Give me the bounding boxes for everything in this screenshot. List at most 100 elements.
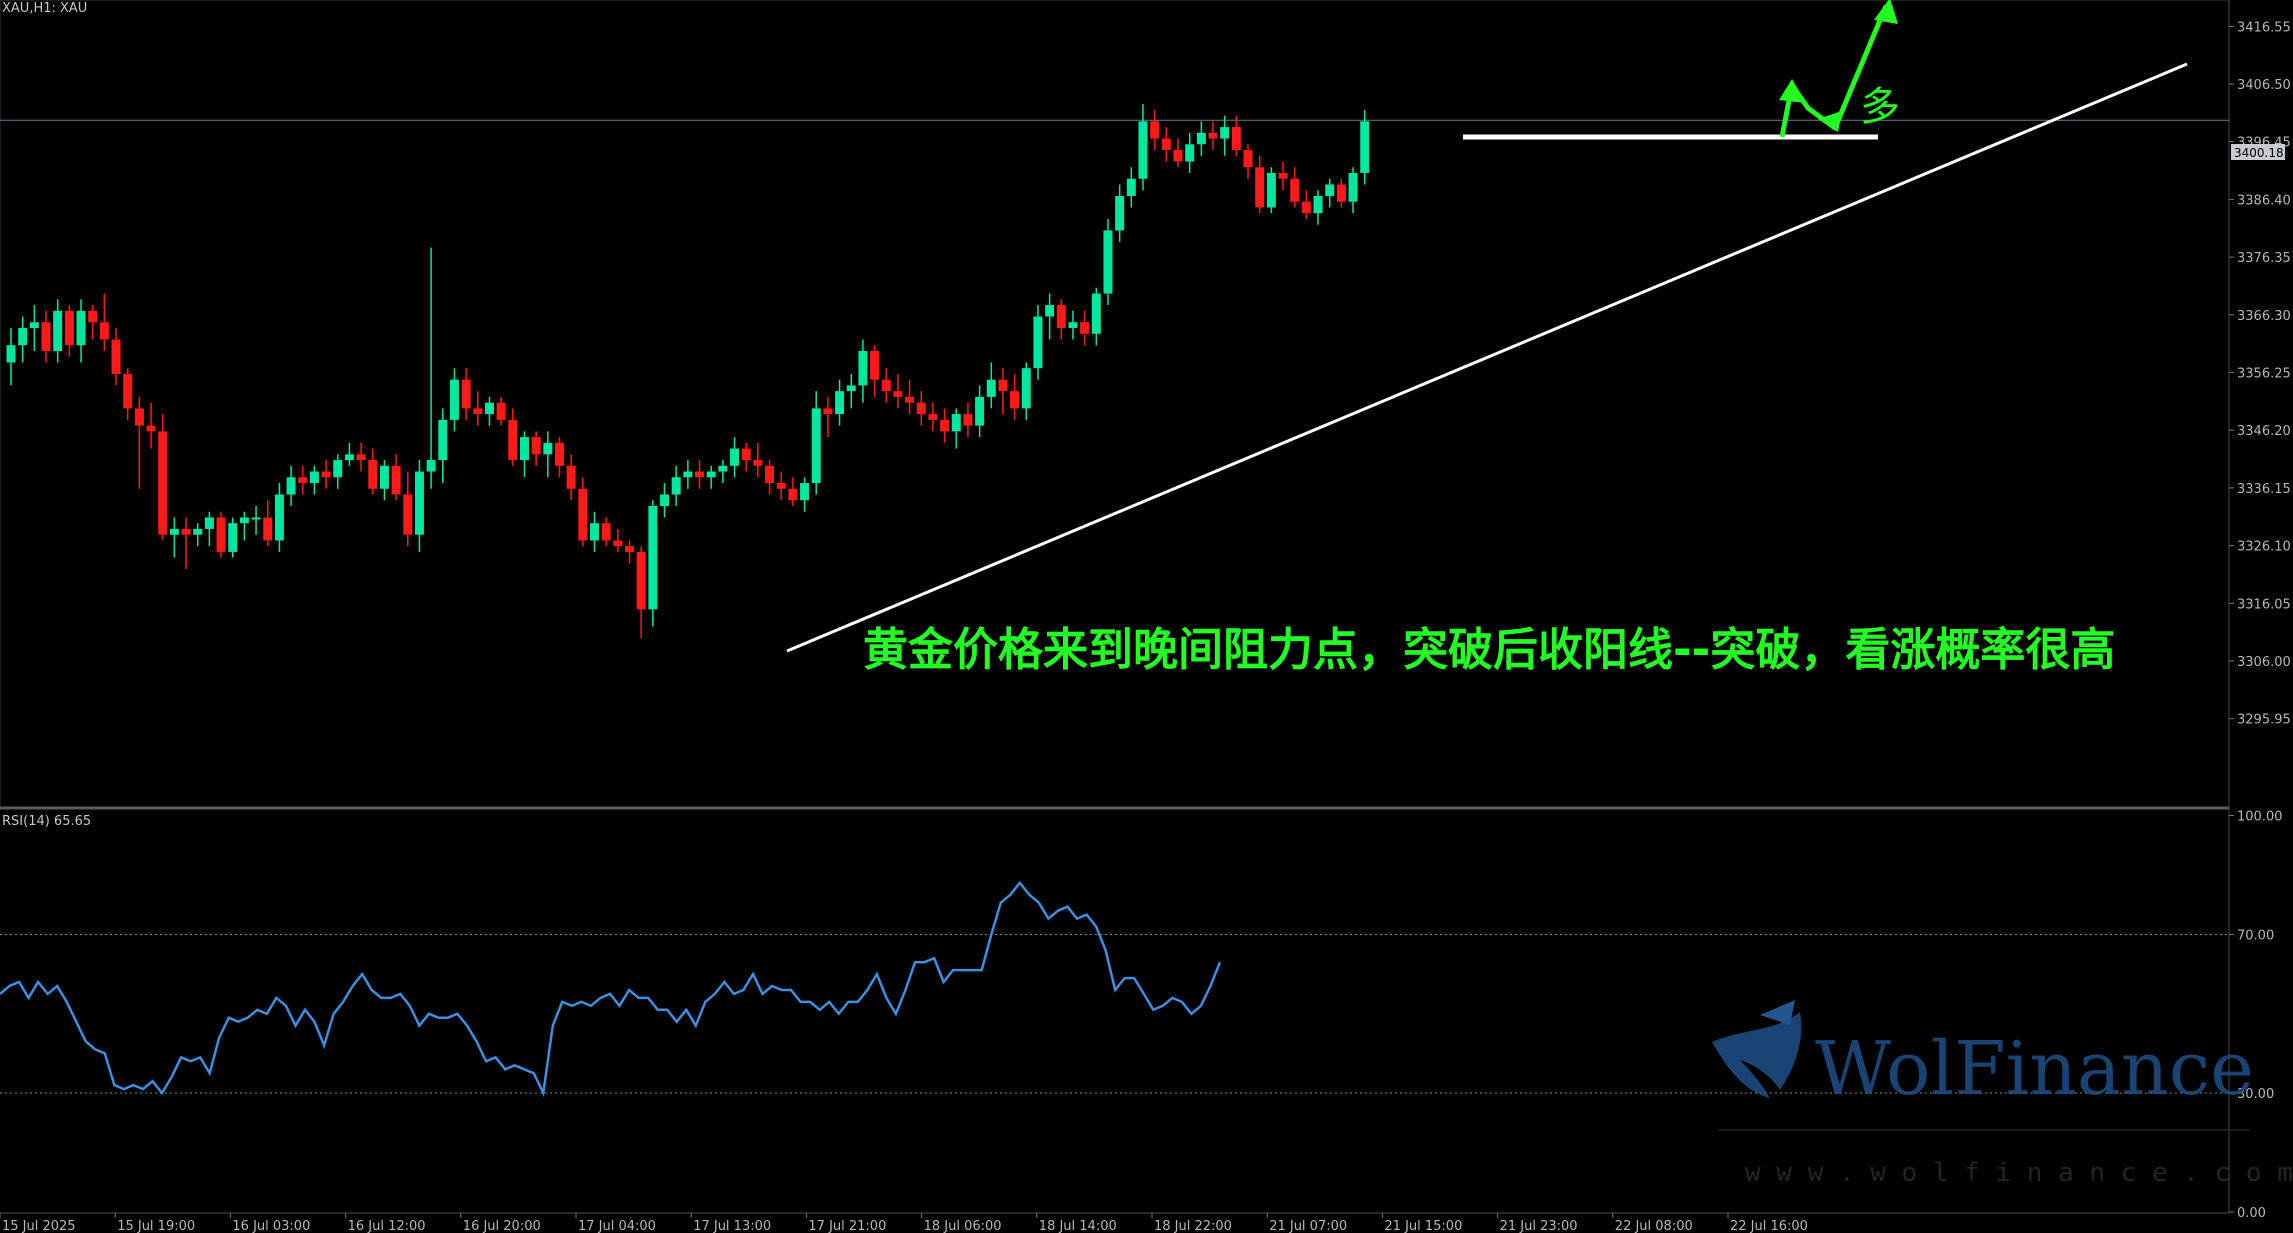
candle (554, 437, 564, 478)
candle (193, 523, 203, 547)
candle-body (998, 379, 1008, 392)
candle-body (975, 396, 985, 426)
candle (951, 408, 961, 449)
time-tick-label: 22 Jul 16:00 (1730, 1219, 1808, 1233)
candle (566, 454, 576, 501)
candle (648, 500, 658, 627)
candle (18, 316, 28, 363)
candle-body (1033, 316, 1043, 369)
candle (531, 431, 541, 466)
candle (543, 431, 553, 478)
candle (134, 396, 144, 489)
candle (99, 293, 109, 351)
candle (1150, 109, 1160, 151)
candle-body (765, 465, 775, 484)
candle (986, 362, 996, 409)
candle (169, 517, 179, 558)
time-tick-label: 17 Jul 21:00 (808, 1219, 886, 1233)
candle-body (1126, 178, 1136, 196)
arrow-head-down-icon (1818, 111, 1842, 132)
candle (753, 442, 763, 478)
candle-body (753, 460, 763, 466)
rsi-tick-label: 70.00 (2237, 928, 2274, 943)
candle-body (1348, 173, 1358, 202)
candle (1360, 109, 1370, 185)
candle-body (706, 471, 716, 478)
candle-body (111, 339, 121, 374)
candle (344, 442, 354, 466)
candle (333, 454, 343, 489)
candle-body (1115, 195, 1125, 231)
candle-body (461, 379, 471, 409)
candle-body (64, 310, 74, 346)
candle (1045, 293, 1055, 340)
candle (1255, 155, 1265, 214)
candle-body (193, 528, 203, 535)
candle-body (216, 517, 226, 552)
time-tick-label: 15 Jul 2025 (2, 1219, 76, 1233)
time-axis: 15 Jul 2025 15 Jul 19:00 16 Jul 03:00 16 Ju… (0, 1213, 1808, 1233)
svg-text:3400.18: 3400.18 (2234, 146, 2284, 160)
price-tick-label: 3346.20 (2237, 424, 2291, 439)
candle (858, 339, 868, 403)
candle (1021, 362, 1031, 420)
candle (426, 247, 436, 489)
candle-body (473, 408, 483, 415)
price-tick-label: 3406.50 (2237, 78, 2291, 93)
candle-body (986, 379, 996, 397)
candle-body (683, 471, 693, 478)
time-tick-label: 16 Jul 12:00 (348, 1219, 426, 1233)
candle (998, 368, 1008, 415)
candle (765, 460, 775, 495)
time-tick-label: 22 Jul 08:00 (1615, 1219, 1693, 1233)
candle-body (916, 402, 926, 415)
candle (940, 408, 950, 443)
candle (356, 442, 366, 472)
time-tick-label: 21 Jul 15:00 (1384, 1219, 1462, 1233)
candle (88, 305, 98, 340)
candle (928, 402, 938, 432)
candle (53, 299, 63, 363)
candle (846, 373, 856, 409)
candle-body (1021, 368, 1031, 409)
symbol-label: XAU,H1: XAU (2, 1, 87, 16)
candle-body (1056, 305, 1066, 329)
candle (881, 368, 891, 403)
candle (239, 511, 249, 541)
candle (1010, 373, 1020, 420)
candle-body (1138, 121, 1148, 179)
time-tick-label: 18 Jul 14:00 (1039, 1219, 1117, 1233)
candle-body (251, 517, 261, 520)
support-trendline (786, 62, 2188, 653)
price-tick-label: 3295.95 (2237, 713, 2291, 728)
candle-body (905, 396, 915, 403)
candle (1080, 310, 1090, 346)
candle (6, 328, 16, 386)
candle-body (1220, 127, 1230, 139)
wolf-logo-icon (1712, 1000, 1802, 1098)
candle (671, 465, 681, 506)
candle-body (18, 328, 28, 346)
candle-body (484, 402, 494, 415)
candle (64, 305, 74, 357)
price-tick-label: 3356.25 (2237, 367, 2291, 382)
candle (905, 379, 915, 415)
candle-body (1313, 195, 1323, 214)
rsi-line (0, 880, 1222, 1098)
candle (496, 396, 506, 426)
candle (251, 505, 261, 535)
candle (111, 328, 121, 386)
candle-body (940, 419, 950, 432)
rsi-tick-label: 100.00 (2237, 810, 2283, 825)
candle-body (870, 350, 880, 380)
price-tick-label: 3326.10 (2237, 540, 2291, 555)
candle (601, 517, 611, 547)
time-tick-label: 15 Jul 19:00 (117, 1219, 195, 1233)
candle-body (1150, 121, 1160, 139)
candle-body (426, 460, 436, 472)
candle-body (321, 471, 331, 478)
price-tick-label: 3366.30 (2237, 309, 2291, 324)
price-tick-label: 3376.35 (2237, 251, 2291, 266)
candle-body (660, 494, 670, 506)
